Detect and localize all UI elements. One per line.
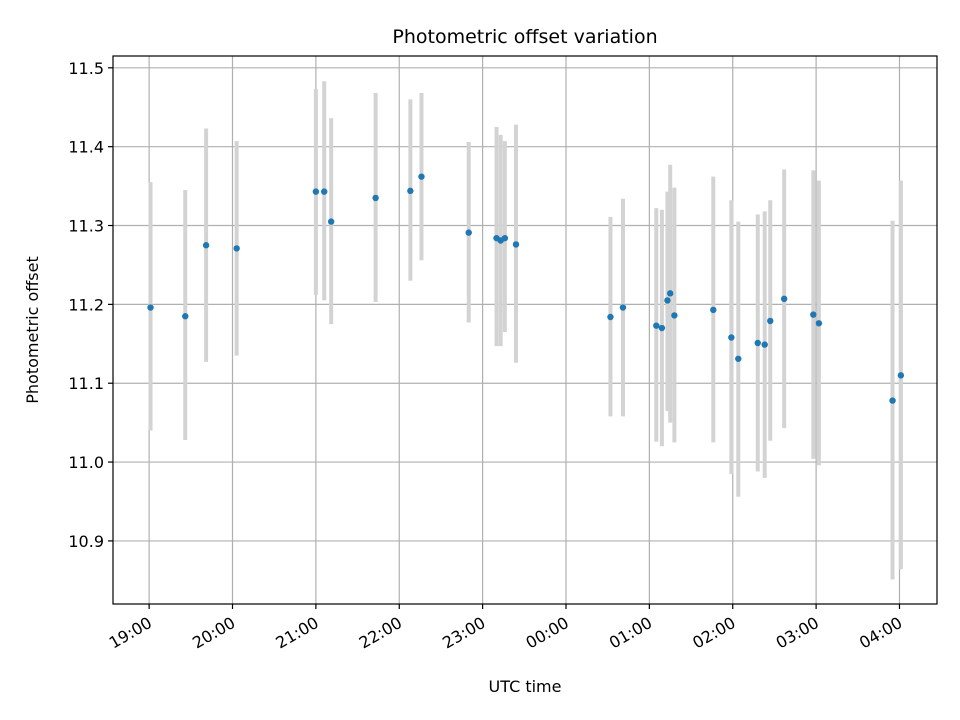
data-point — [658, 324, 666, 332]
y-tick-label: 11.2 — [68, 295, 104, 314]
y-tick-label: 11.4 — [68, 138, 104, 157]
data-point — [815, 320, 823, 327]
data-point — [671, 312, 678, 319]
y-axis-title: Photometric offset — [23, 256, 42, 404]
y-tick-label: 11.1 — [68, 374, 104, 393]
plot-frame — [112, 55, 938, 605]
x-axis-title: UTC time — [489, 677, 562, 696]
chart-title: Photometric offset variation — [392, 26, 657, 48]
data-point — [372, 194, 379, 202]
data-point — [664, 297, 671, 304]
data-point — [710, 306, 717, 314]
data-point — [607, 313, 614, 321]
y-tick-label: 11.0 — [68, 453, 104, 472]
data-point — [767, 317, 774, 325]
data-point — [418, 173, 425, 180]
data-point — [761, 341, 768, 348]
data-point — [897, 372, 905, 379]
data-point — [233, 245, 240, 252]
data-point — [667, 290, 674, 297]
y-tick-label: 11.3 — [68, 217, 104, 236]
data-point — [327, 218, 335, 225]
data-point — [147, 304, 154, 311]
data-point — [501, 234, 509, 242]
data-point — [202, 242, 210, 249]
data-point — [728, 334, 735, 341]
data-point — [321, 188, 328, 195]
data-point — [653, 322, 660, 329]
data-point — [182, 313, 189, 320]
y-tick-label: 11.5 — [68, 59, 104, 78]
data-point — [619, 304, 627, 311]
data-point — [810, 311, 817, 318]
data-point — [512, 241, 520, 248]
y-axis: 10.9 11.0 11.1 11.2 11.3 11.4 11.5 — [68, 59, 113, 551]
data-point — [735, 355, 742, 362]
y-tick-label: 10.9 — [68, 532, 104, 551]
data-point — [889, 397, 896, 404]
data-points — [147, 173, 905, 404]
data-point — [312, 188, 320, 195]
data-point — [407, 187, 414, 195]
data-point — [780, 295, 788, 303]
data-point — [465, 229, 472, 236]
data-point — [754, 339, 761, 347]
